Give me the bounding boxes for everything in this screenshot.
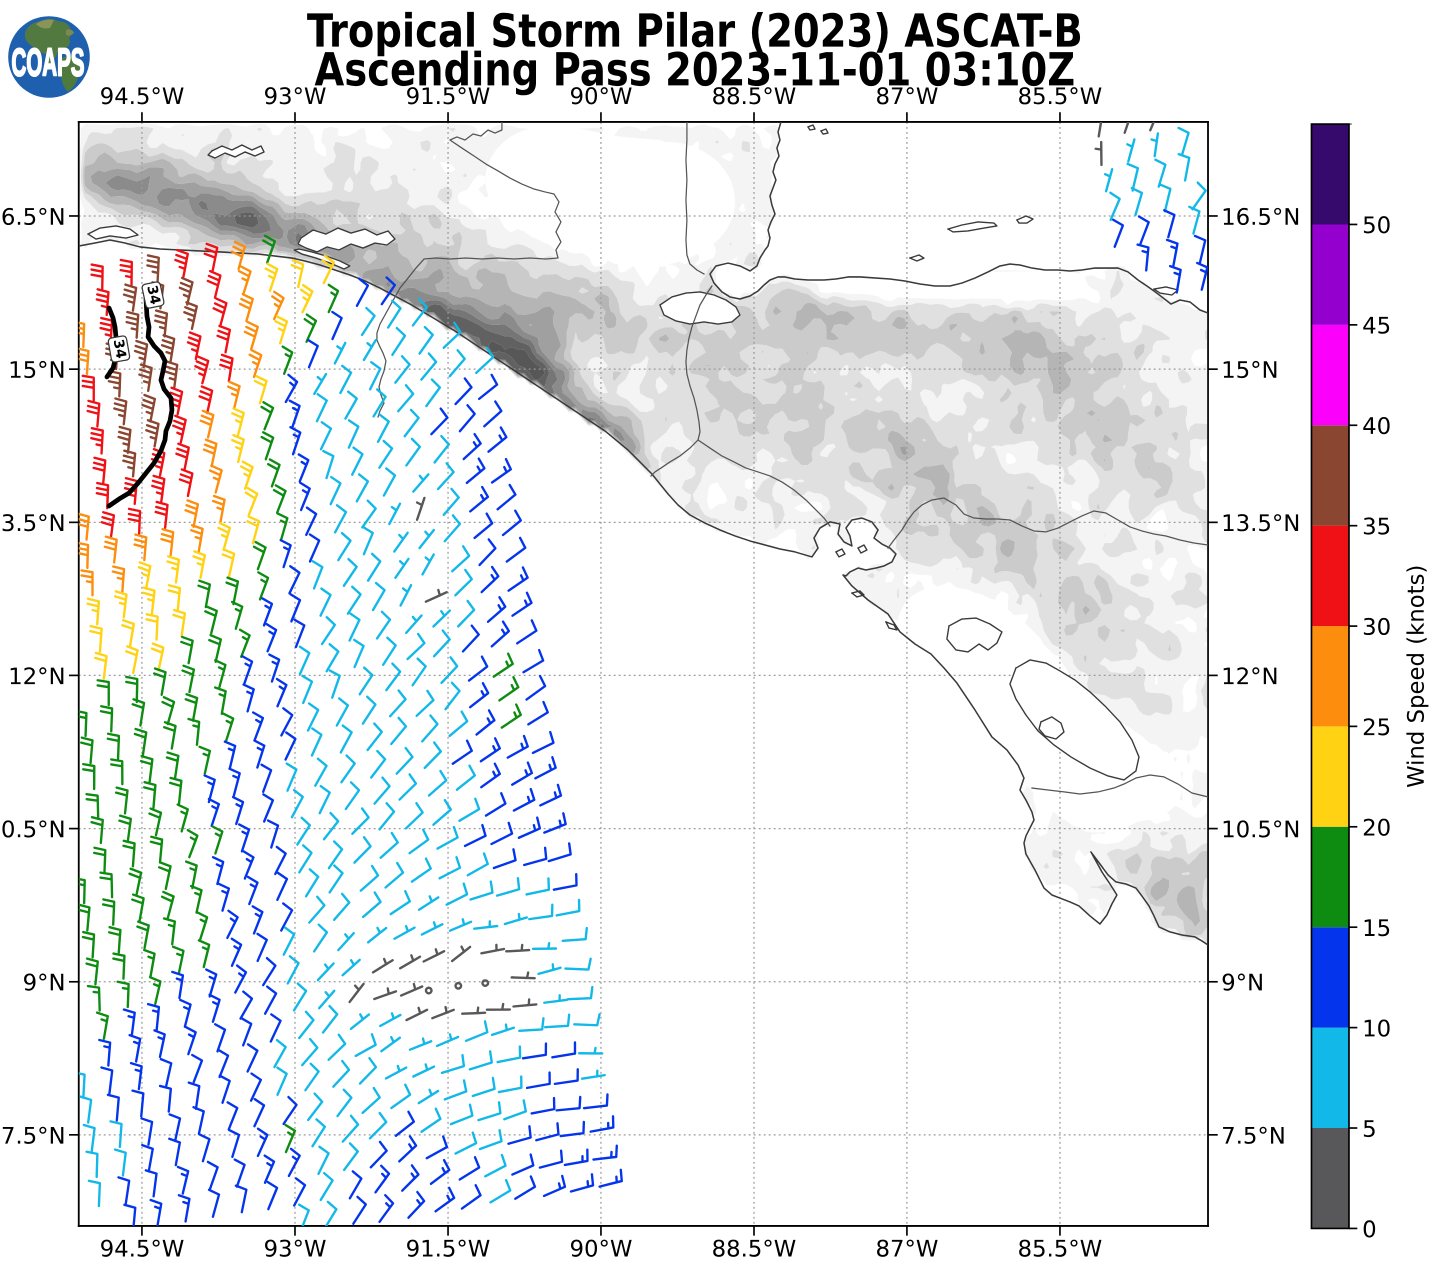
svg-text:COAPS: COAPS bbox=[11, 42, 84, 85]
